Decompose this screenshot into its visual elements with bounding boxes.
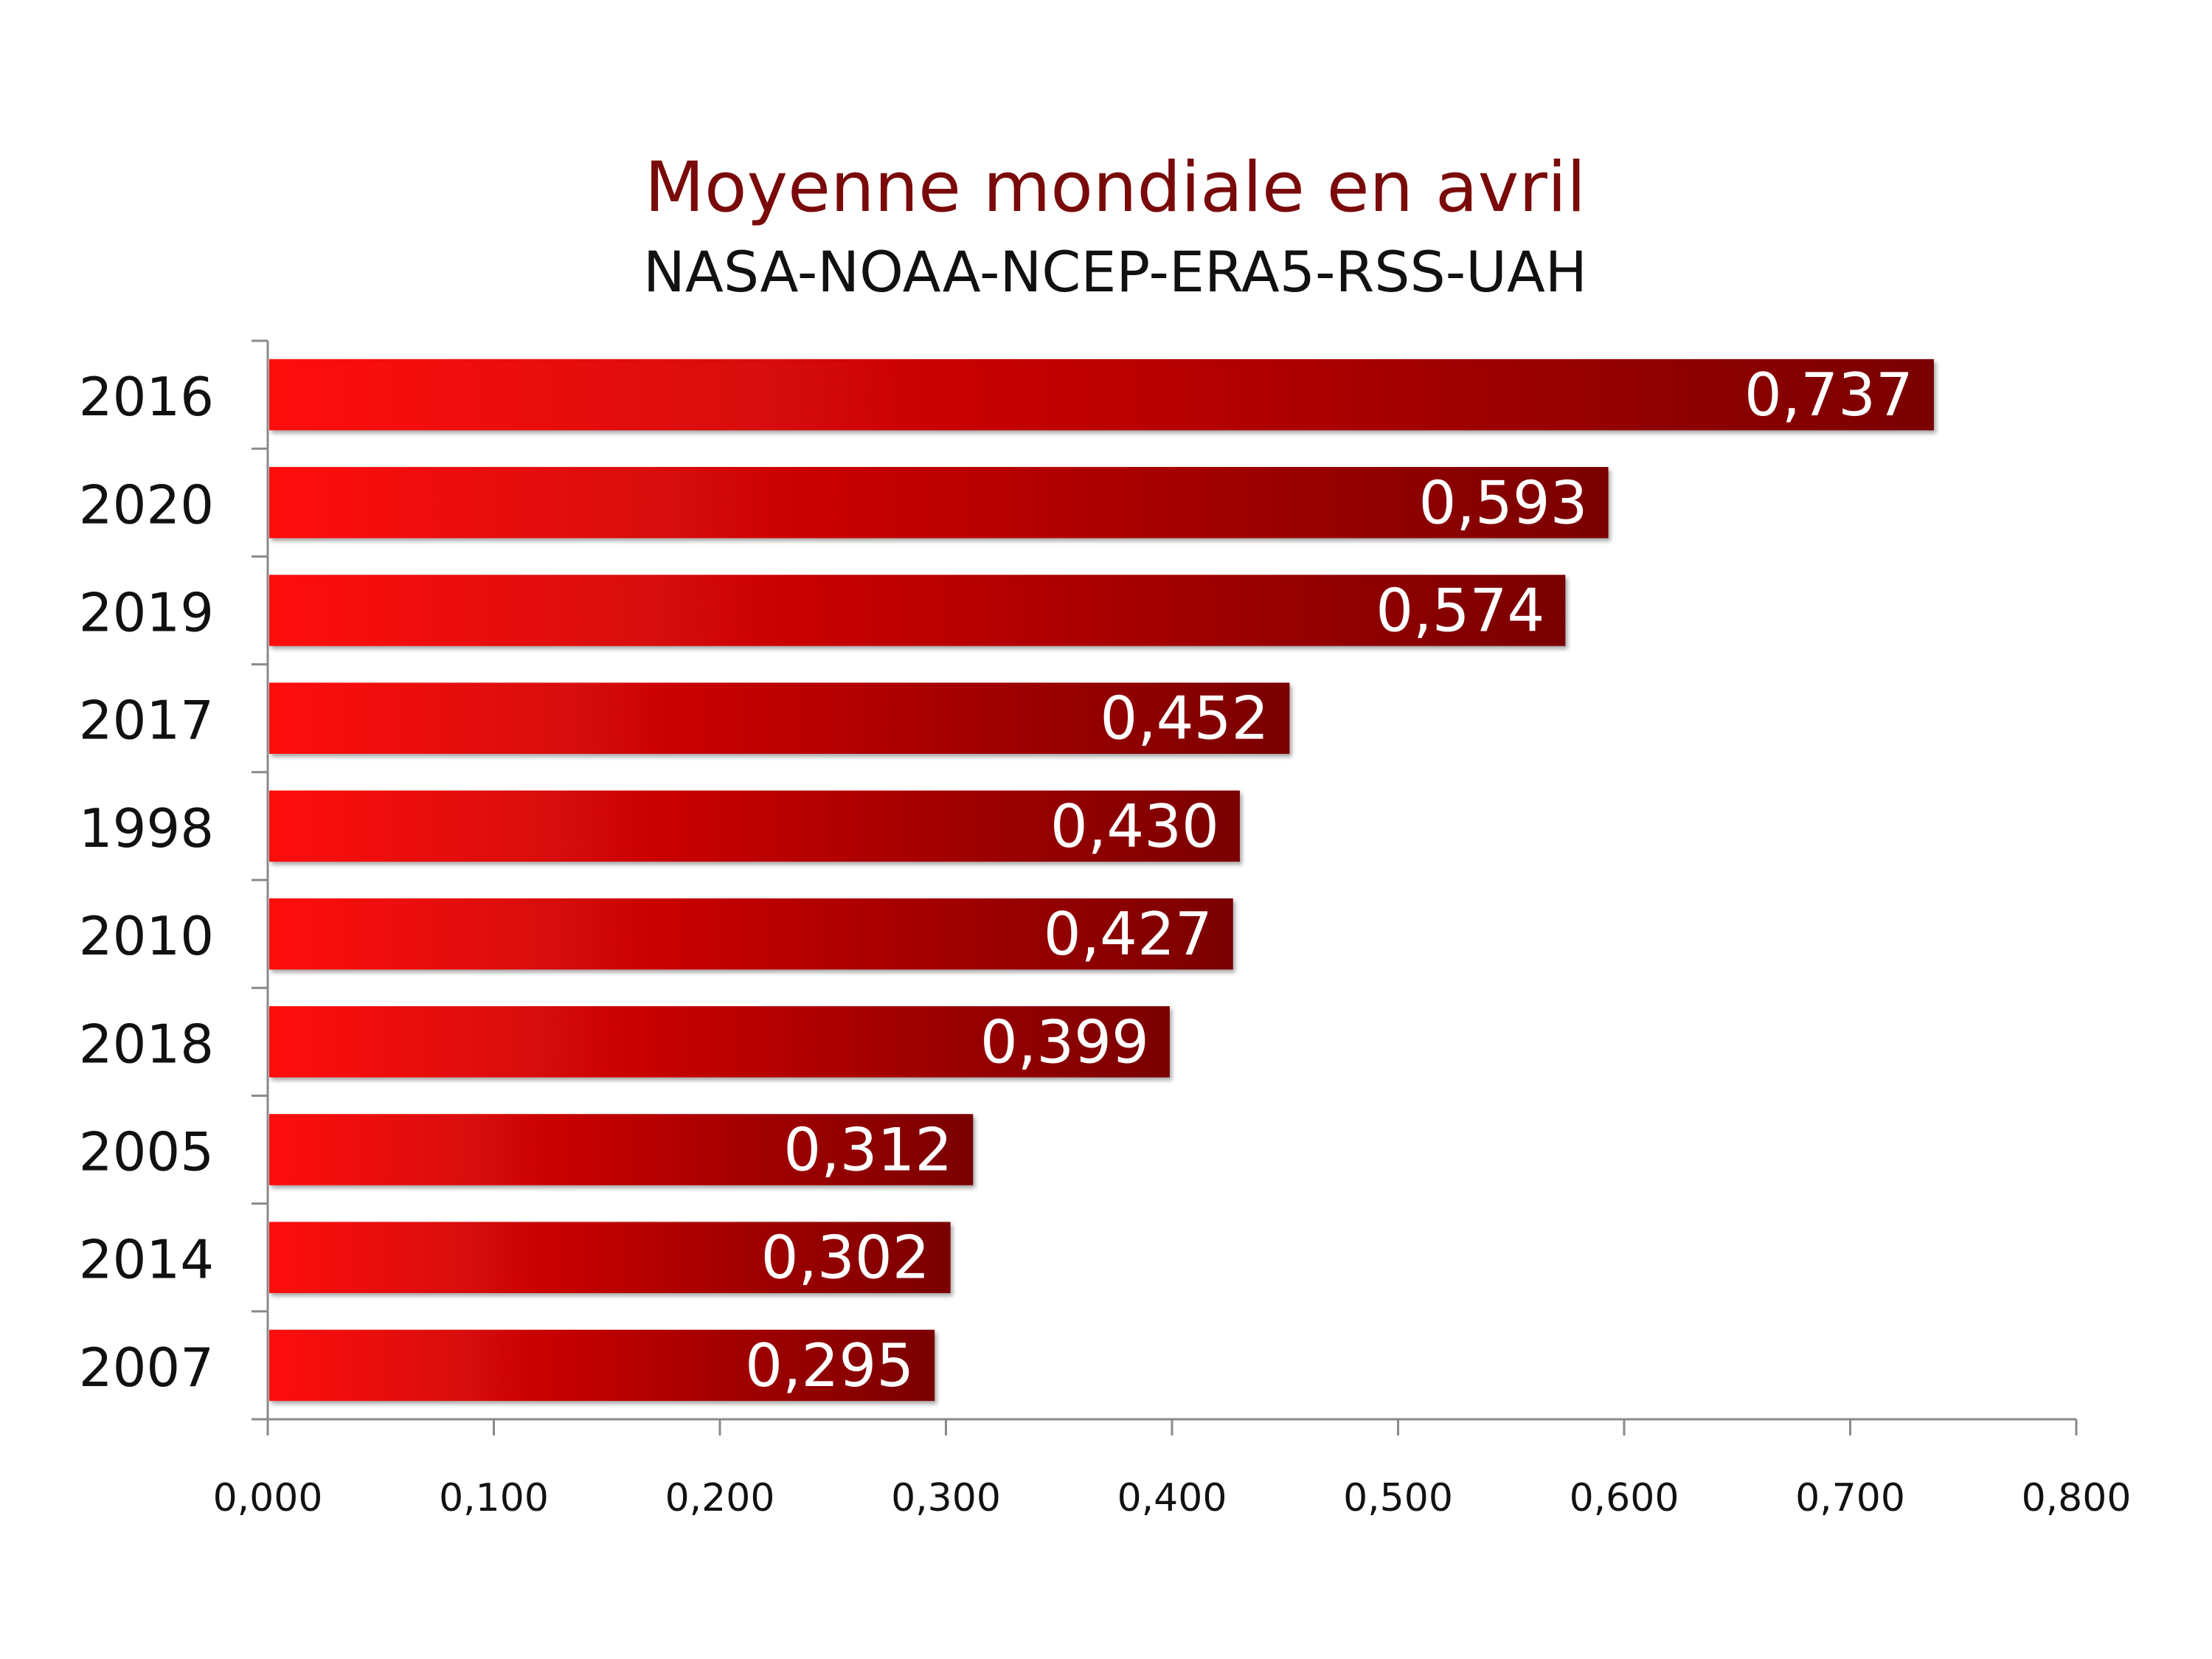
bar-1998	[269, 790, 1240, 862]
bar-2020	[269, 467, 1609, 538]
bar-2005	[269, 1114, 974, 1185]
value-label-2020: 0,593	[1419, 468, 1588, 537]
value-label-2007: 0,295	[745, 1331, 914, 1400]
x-tick-label: 0,600	[1570, 1476, 1679, 1520]
bar-2019	[269, 575, 1566, 646]
x-tick-label: 0,400	[1117, 1476, 1227, 1520]
bar-2018	[269, 1006, 1170, 1078]
category-label-2019: 2019	[79, 582, 214, 644]
category-label-2017: 2017	[79, 690, 214, 752]
bar-2016	[269, 359, 1934, 431]
value-label-2005: 0,312	[783, 1116, 952, 1185]
bar-2007	[269, 1329, 935, 1402]
x-tick-label: 0,800	[2022, 1476, 2132, 1520]
x-tick-label: 0,300	[891, 1476, 1001, 1520]
category-label-2007: 2007	[79, 1337, 214, 1399]
category-label-2014: 2014	[79, 1229, 214, 1291]
category-label-2018: 2018	[79, 1013, 214, 1075]
axes-layer: 2016 2020 2019 2017 1998 2010 2018 2005 2014 2007…	[79, 339, 2132, 1520]
value-label-2018: 0,399	[980, 1008, 1149, 1076]
chart-title: Moyenne mondiale en avril	[645, 148, 1586, 228]
value-label-2017: 0,452	[1100, 685, 1269, 753]
value-label-2014: 0,302	[761, 1224, 930, 1292]
category-label-1998: 1998	[79, 797, 214, 859]
chart-subtitle: NASA-NOAA-NCEP-ERA5-RSS-UAH	[643, 239, 1587, 305]
category-label-2016: 2016	[79, 366, 214, 428]
x-tick-label: 0,100	[439, 1476, 549, 1520]
x-tick-label: 0,700	[1795, 1476, 1905, 1520]
value-label-1998: 0,430	[1050, 792, 1219, 861]
category-label-2020: 2020	[79, 474, 214, 536]
bar-2014	[269, 1222, 951, 1293]
x-tick-label: 0,000	[213, 1476, 323, 1520]
value-label-2010: 0,427	[1044, 900, 1213, 969]
x-tick-label: 0,200	[665, 1476, 775, 1520]
category-label-2005: 2005	[79, 1121, 214, 1183]
bar-2010	[269, 898, 1233, 970]
x-tick-label: 0,500	[1343, 1476, 1453, 1520]
value-label-2016: 0,737	[1744, 361, 1913, 429]
category-label-2010: 2010	[79, 905, 214, 967]
value-label-2019: 0,574	[1376, 577, 1544, 645]
bars-layer: 0,737 0,593 0,574 0,452 0,430 0,427 0,399 0,312…	[269, 359, 1934, 1402]
bar-2017	[269, 682, 1290, 754]
